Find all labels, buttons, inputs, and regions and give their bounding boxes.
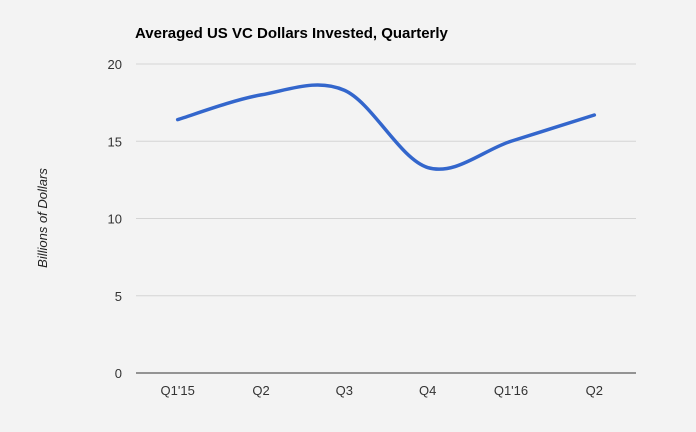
x-tick-label: Q3	[336, 383, 353, 398]
y-tick-labels: 0 5 10 15 20	[108, 57, 122, 381]
x-tick-label: Q2	[586, 383, 603, 398]
x-tick-labels: Q1'15 Q2 Q3 Q4 Q1'16 Q2	[161, 383, 603, 398]
y-axis-label: Billions of Dollars	[35, 168, 50, 268]
chart-title: Averaged US VC Dollars Invested, Quarter…	[135, 25, 449, 42]
gridlines	[136, 63, 636, 374]
x-tick-label: Q1'16	[494, 383, 528, 398]
x-tick-label: Q4	[419, 383, 436, 398]
y-tick-label: 10	[108, 212, 122, 227]
x-tick-label: Q1'15	[161, 383, 195, 398]
y-tick-label: 15	[108, 134, 122, 149]
x-tick-label: Q2	[252, 383, 269, 398]
y-tick-label: 20	[108, 57, 122, 72]
series-line	[175, 83, 597, 171]
y-tick-label: 5	[115, 289, 122, 304]
series-layer	[175, 83, 597, 171]
y-tick-label: 0	[115, 366, 122, 381]
